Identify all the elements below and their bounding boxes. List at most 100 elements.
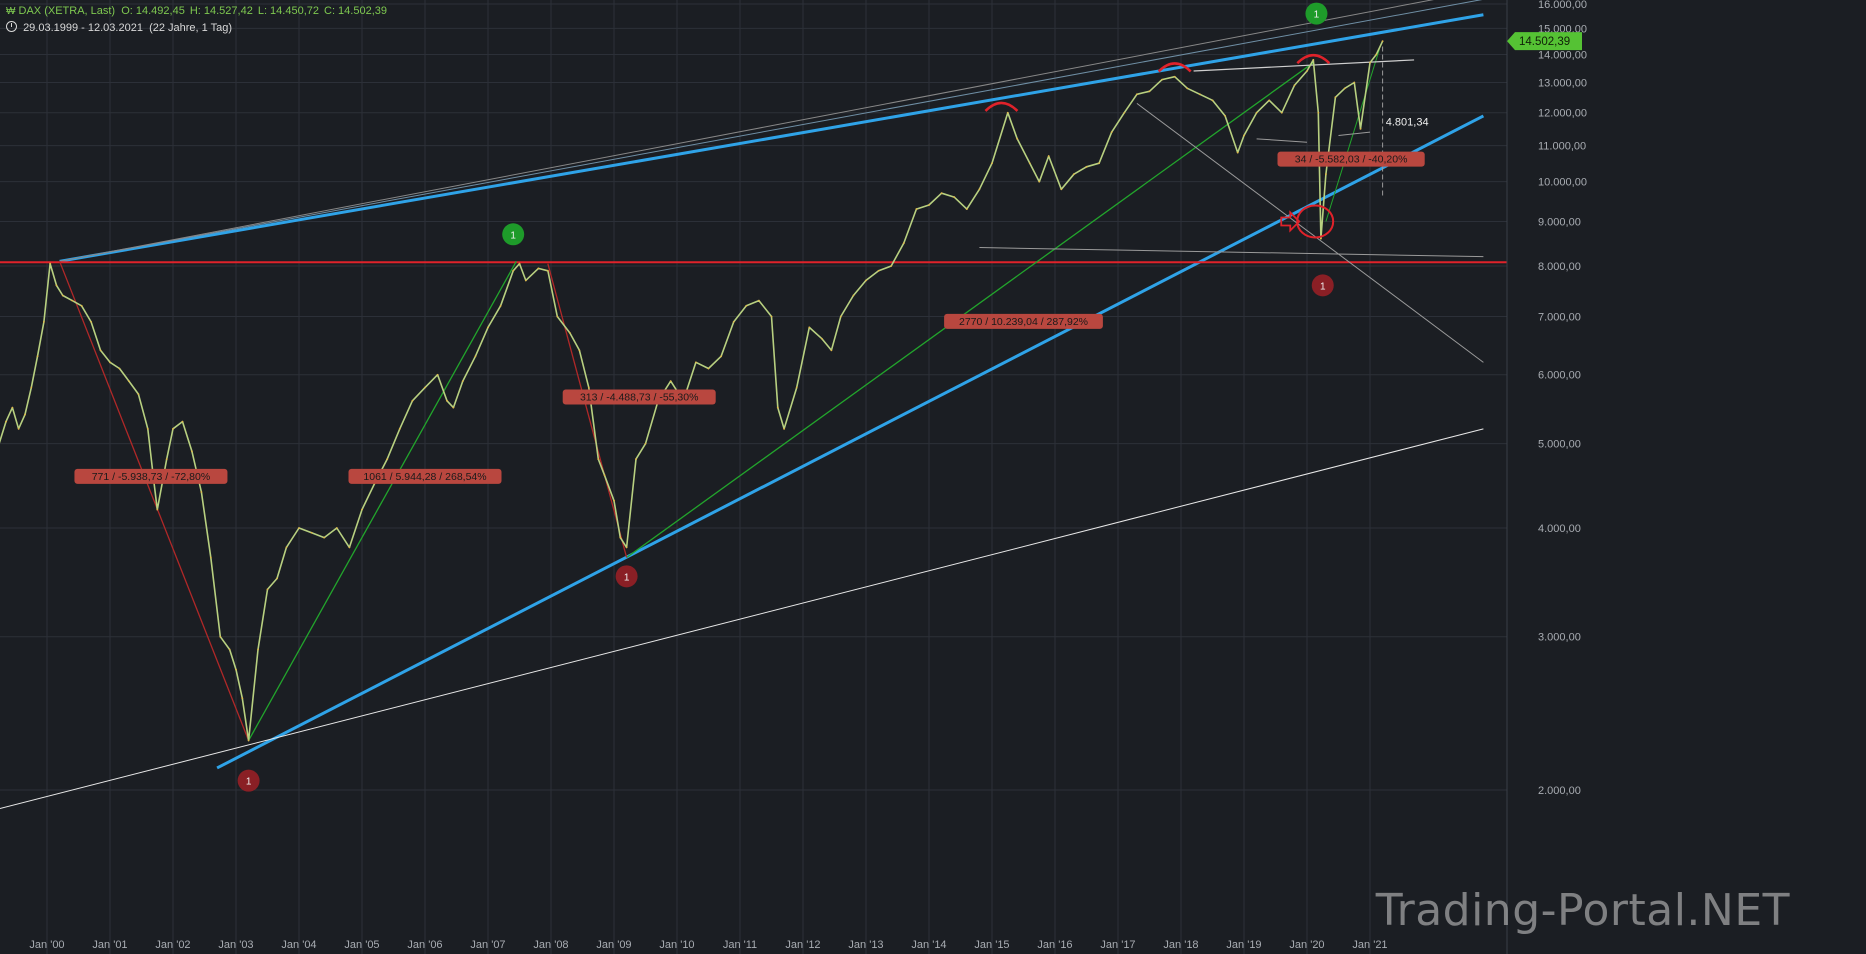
neckline[interactable]: [1193, 59, 1415, 72]
price-point: [209, 556, 212, 559]
date-range: 29.03.1999 - 12.03.2021: [23, 22, 143, 34]
price-point: [518, 262, 521, 265]
uptrend-line-2020[interactable]: [1325, 48, 1380, 222]
price-point: [386, 458, 389, 460]
wave-marker-label: 1: [510, 230, 516, 241]
price-point: [839, 315, 842, 318]
long-term-support-line[interactable]: [0, 428, 1484, 810]
x-tick-label: Jan '02: [155, 939, 190, 951]
price-point: [200, 491, 203, 493]
descending-line[interactable]: [1136, 103, 1484, 363]
price-point: [1359, 127, 1362, 130]
y-tick-label: 4.000,00: [1538, 523, 1581, 535]
price-point: [707, 367, 710, 370]
price-point: [1369, 61, 1371, 64]
price-point: [80, 304, 83, 307]
top-arc-marker[interactable]: [984, 101, 1019, 112]
price-point: [1161, 78, 1163, 81]
price-point: [1375, 53, 1378, 56]
wave-marker-green[interactable]: [502, 223, 525, 246]
price-point: [1224, 115, 1226, 117]
price-point: [745, 304, 748, 307]
measure-label-box[interactable]: [562, 389, 716, 405]
top-arc-marker[interactable]: [1296, 53, 1331, 65]
high-value: H: 14.527,42: [189, 5, 253, 17]
top-arc-marker[interactable]: [1157, 62, 1192, 73]
x-tick-label: Jan '14: [911, 939, 946, 951]
price-point: [1381, 40, 1384, 43]
y-tick-label: 10.000,00: [1538, 177, 1587, 189]
uptrend-line-2009-2020[interactable]: [626, 62, 1314, 558]
open-value: O: 14.492,45: [121, 5, 185, 17]
wave-marker-red[interactable]: [1311, 274, 1334, 297]
period-length: (22 Jahre, 1 Tag): [149, 22, 233, 34]
x-tick-label: Jan '18: [1163, 939, 1198, 951]
upper-channel-thin-line-2[interactable]: [59, 0, 1484, 262]
wave-marker-green[interactable]: [1305, 2, 1328, 25]
y-tick-label: 6.000,00: [1538, 370, 1581, 382]
measure-label-box[interactable]: [1277, 151, 1425, 167]
price-point: [361, 508, 363, 511]
price-point: [1319, 237, 1322, 240]
drawing-layer[interactable]: [0, 0, 1507, 810]
measure-label-text: 313 / -4.488,73 / -55,30%: [580, 391, 699, 403]
y-tick-label: 3.000,00: [1538, 632, 1581, 644]
upper-channel-thin-line[interactable]: [59, 0, 1484, 262]
touch-circle-marker[interactable]: [1296, 204, 1335, 239]
wave-marker-red[interactable]: [237, 769, 260, 792]
x-tick-label: Jan '21: [1352, 939, 1387, 951]
price-point: [1325, 173, 1327, 176]
price-point: [720, 355, 722, 358]
price-point: [546, 269, 549, 272]
price-point: [965, 208, 968, 210]
measure-label-text: 2770 / 10.239,04 / 287,92%: [959, 316, 1088, 328]
price-point: [298, 527, 300, 529]
price-point: [276, 577, 278, 580]
price-point: [71, 299, 74, 302]
uptrend-line-2003-2007[interactable]: [248, 260, 517, 741]
price-point: [241, 697, 244, 700]
price-point: [776, 406, 779, 409]
lower-channel-line[interactable]: [216, 114, 1485, 770]
price-point: [890, 265, 893, 267]
price-point: [1038, 180, 1041, 183]
wave-marker-label: 1: [1314, 10, 1320, 21]
price-point: [991, 162, 993, 165]
arrow-right-icon[interactable]: [1280, 210, 1301, 233]
annotation-layer[interactable]: 771 / -5.938,73 / -72,80% 1061 / 5.944,28…: [74, 2, 1429, 792]
price-point: [411, 399, 414, 402]
price-point: [1186, 87, 1189, 90]
price-point: [219, 635, 222, 638]
y-tick-label: 5.000,00: [1538, 439, 1581, 451]
price-point: [578, 349, 581, 352]
y-tick-label: 16.000,00: [1538, 0, 1587, 11]
measure-label-box[interactable]: [944, 313, 1103, 329]
price-point: [613, 499, 615, 502]
price-point: [285, 546, 288, 549]
price-point: [24, 413, 26, 416]
measure-label-box[interactable]: [348, 468, 502, 484]
support-segment[interactable]: [1256, 138, 1308, 143]
last-price-tag: [1507, 32, 1582, 51]
last-price-label: 14.502,39: [1519, 36, 1570, 48]
price-point: [1098, 162, 1100, 165]
horizontal-support-line[interactable]: [979, 247, 1484, 258]
downtrend-line-2000-2003[interactable]: [58, 261, 250, 741]
downtrend-line-2008-2009[interactable]: [547, 263, 628, 558]
wave-marker-red[interactable]: [615, 565, 638, 588]
price-point: [1293, 84, 1296, 87]
price-point: [512, 269, 515, 272]
price-point: [524, 279, 527, 282]
price-point: [49, 262, 52, 265]
x-tick-label: Jan '11: [723, 939, 757, 951]
low-value: L: 14.450,72: [257, 5, 319, 17]
price-point: [109, 361, 111, 364]
support-segment-2[interactable]: [1338, 131, 1371, 136]
price-point: [1148, 90, 1151, 93]
price-point: [556, 315, 559, 318]
upper-channel-line[interactable]: [59, 13, 1484, 263]
price-point: [1211, 99, 1214, 102]
price-point: [257, 648, 259, 651]
measure-label-box[interactable]: [74, 468, 228, 484]
